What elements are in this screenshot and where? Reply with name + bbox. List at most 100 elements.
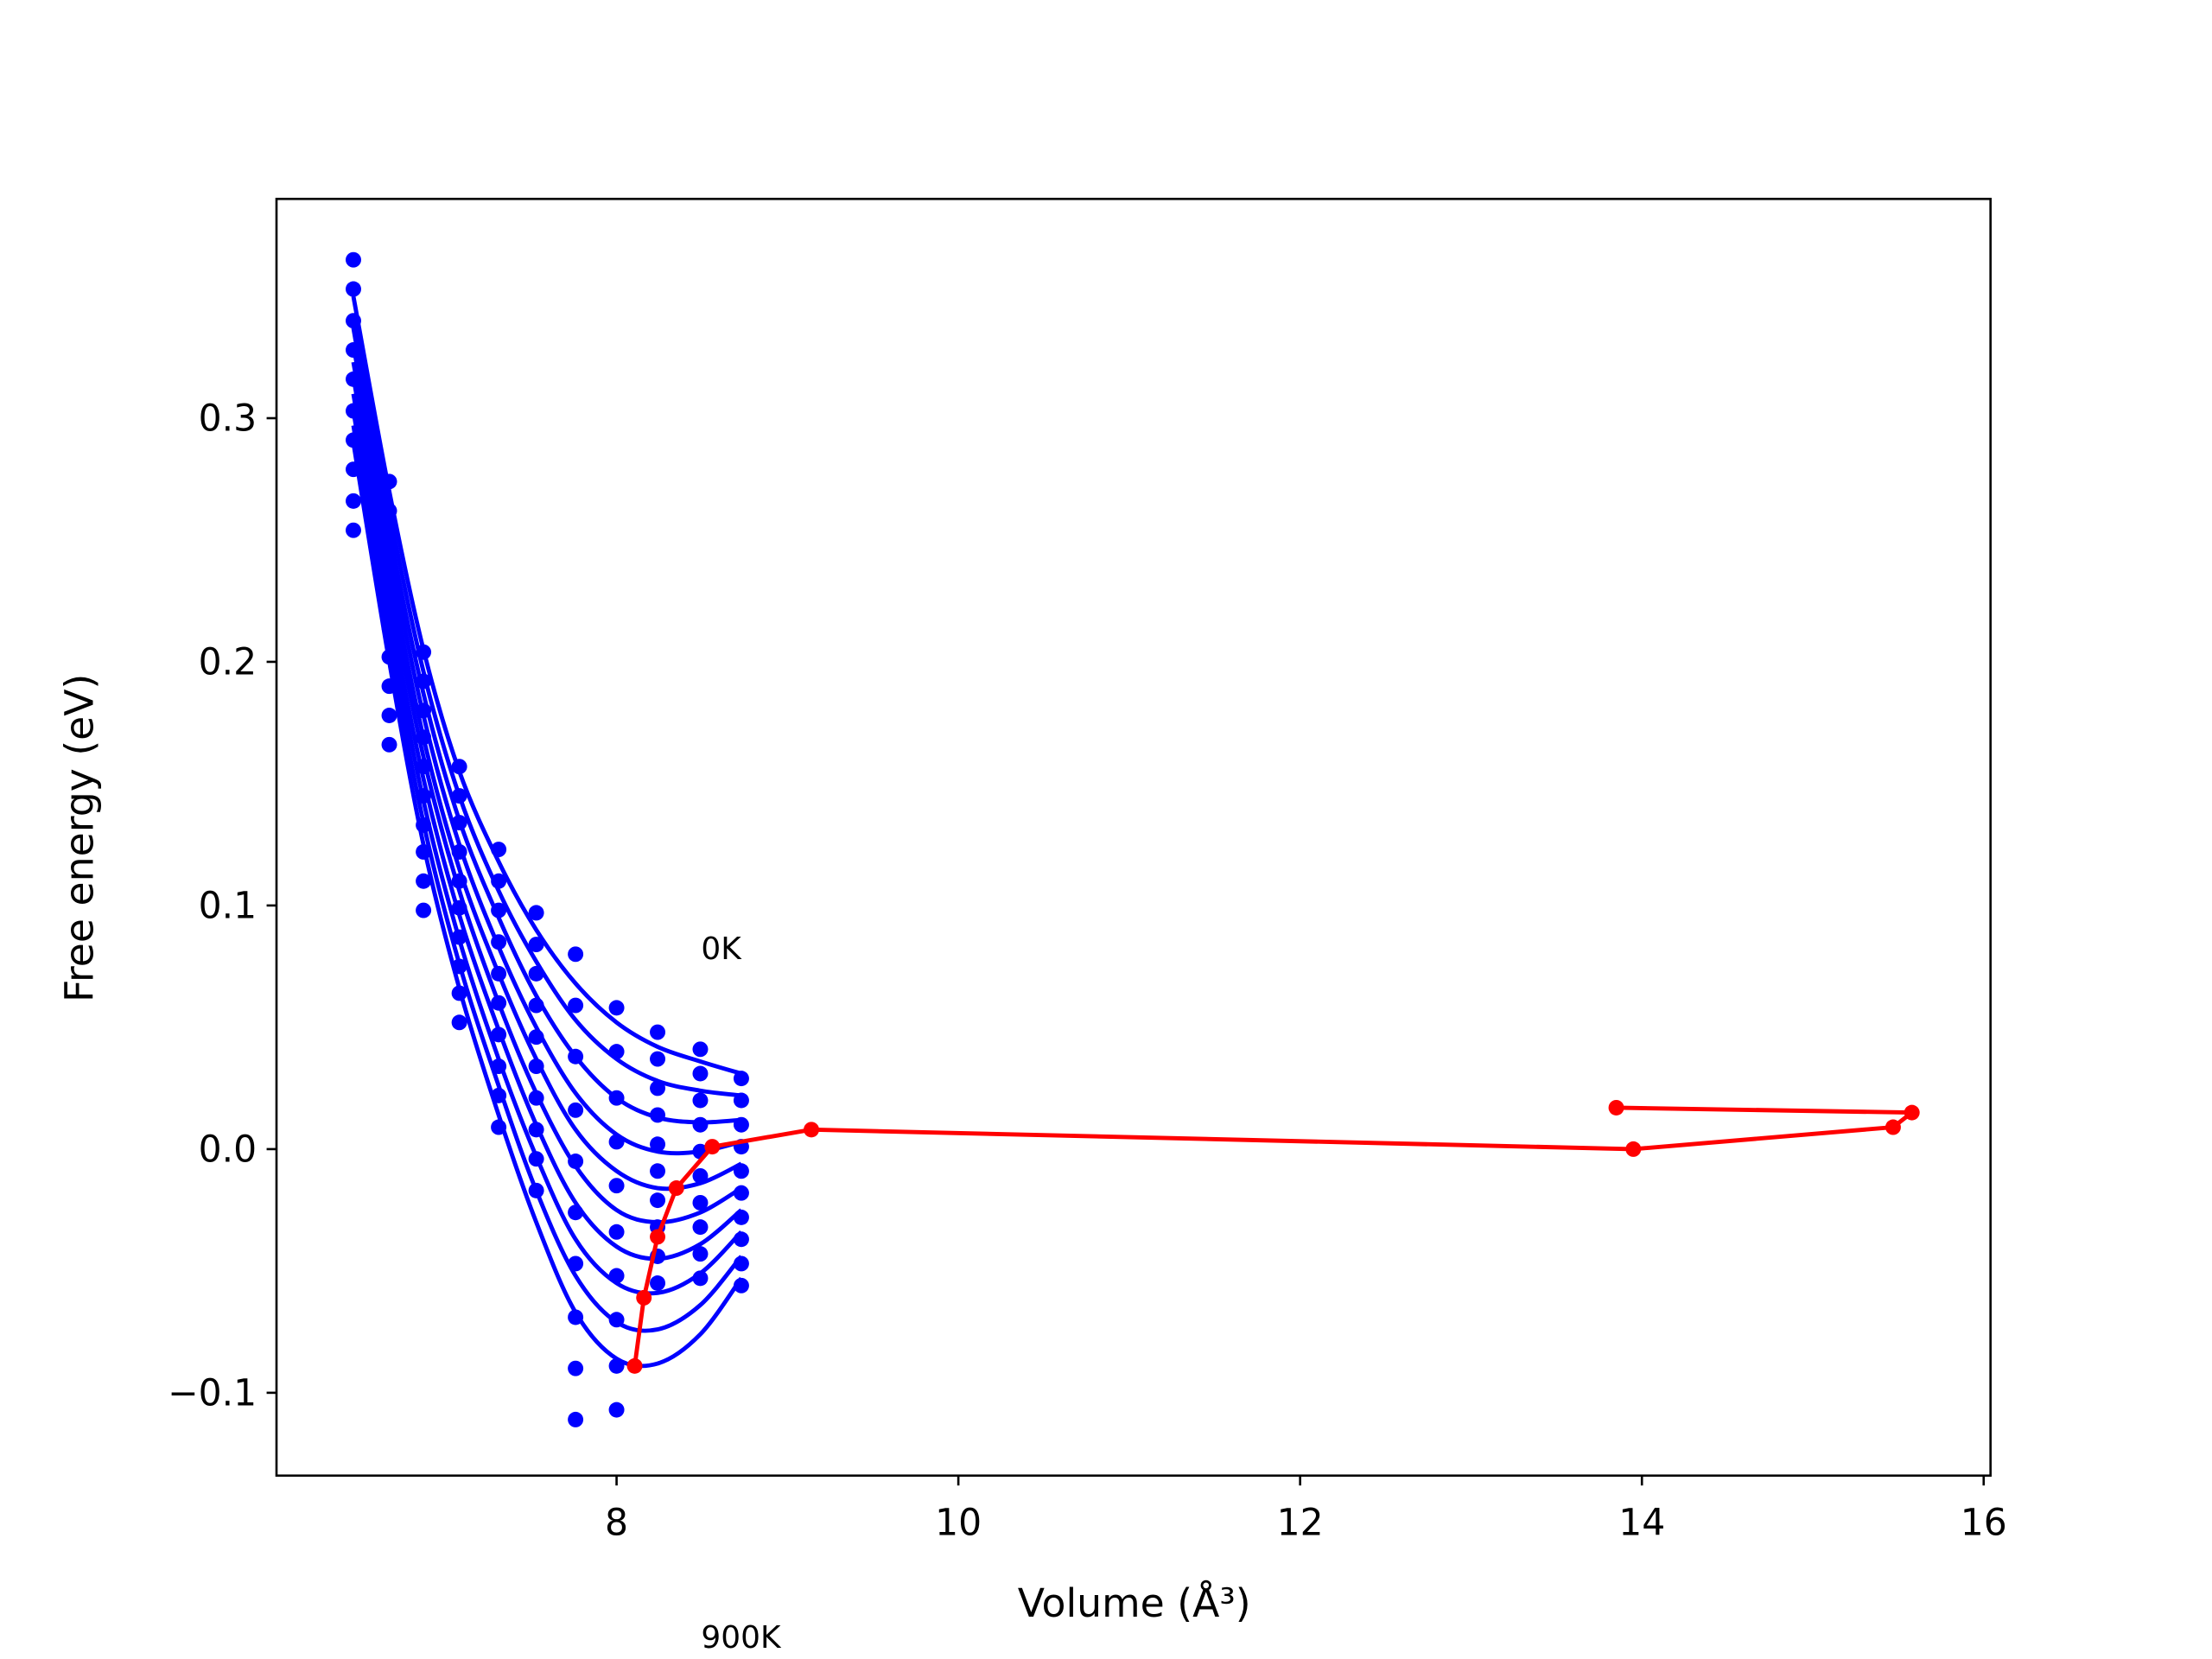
data-point [650,1136,666,1153]
data-point [416,902,432,918]
data-point [491,934,507,950]
data-point [608,1178,625,1194]
data-point [608,1268,625,1284]
data-point [733,1092,749,1109]
data-point [491,842,507,858]
data-point [416,729,432,746]
data-point [692,1246,709,1262]
data-point [451,899,467,916]
minimum-point [1885,1119,1901,1135]
data-point [346,432,361,448]
data-point [608,1402,625,1418]
data-point [733,1255,749,1272]
data-point [608,1224,625,1240]
y-axis-label: Free energy (eV) [57,674,103,1002]
data-point [528,997,544,1014]
data-point [381,561,397,577]
data-point [528,1090,544,1106]
x-axis-label: Volume (Å³) [1018,1580,1251,1626]
data-point [650,1024,666,1040]
x-tick-label: 12 [1277,1502,1324,1544]
data-point [528,1182,544,1198]
data-point [381,590,397,607]
data-point [491,965,507,982]
data-point [608,1357,625,1374]
data-point [528,965,544,982]
data-point [733,1231,749,1248]
data-point [416,843,432,860]
data-point [692,1219,709,1236]
data-point [650,1275,666,1291]
data-point [381,531,397,548]
data-point [568,1360,584,1376]
x-tick-label: 16 [1961,1502,2007,1544]
data-point [346,461,361,478]
data-point [692,1116,709,1133]
minimum-point [804,1122,820,1138]
data-point [568,1154,584,1169]
data-point [451,958,467,975]
data-point [451,843,467,860]
data-point [381,736,397,753]
data-point [451,985,467,1001]
data-point [416,644,432,660]
data-point [568,997,584,1014]
y-tick-label: 0.0 [199,1129,257,1172]
y-tick-label: −0.1 [168,1373,257,1415]
y-tick-label: 0.3 [199,398,257,441]
x-tick-label: 14 [1618,1502,1665,1544]
data-point [528,1122,544,1138]
data-point [692,1194,709,1211]
annotation: 900K [701,1620,782,1656]
data-point [568,1102,584,1118]
data-point [451,873,467,889]
minima-line [632,1105,1918,1367]
data-point [650,1107,666,1123]
minimum-point [704,1139,721,1155]
data-point [346,342,361,359]
data-point [608,1000,625,1016]
data-point [528,905,544,921]
data-point [416,702,432,719]
minimum-point [626,1357,643,1374]
data-point [608,1090,625,1106]
data-point [451,929,467,945]
data-point [346,281,361,297]
minimum-point [1608,1099,1624,1116]
data-point [692,1041,709,1058]
data-point [346,251,361,268]
data-point [451,1014,467,1031]
data-point [416,873,432,889]
data-point [528,1029,544,1046]
data-point [346,313,361,329]
data-point [692,1092,709,1109]
minimum-point [668,1180,684,1197]
minimum-point [636,1289,652,1306]
data-point [416,673,432,690]
data-point [346,522,361,538]
data-point [650,1080,666,1096]
data-point [528,937,544,953]
data-point [650,1051,666,1067]
data-point [692,1065,709,1082]
data-point [416,759,432,775]
data-point [416,788,432,804]
data-point [568,1205,584,1221]
data-point [733,1163,749,1179]
data-point [568,1048,584,1065]
data-point [568,1411,584,1427]
data-point [491,902,507,918]
data-point [608,1044,625,1060]
data-point [568,1309,584,1325]
data-point [608,1312,625,1328]
data-point [528,1151,544,1167]
data-point [381,708,397,723]
data-point [381,649,397,665]
data-point [733,1116,749,1133]
data-point [692,1270,709,1287]
annotation: 0K [701,931,742,967]
minimum-point [1904,1104,1920,1121]
data-point [491,995,507,1011]
